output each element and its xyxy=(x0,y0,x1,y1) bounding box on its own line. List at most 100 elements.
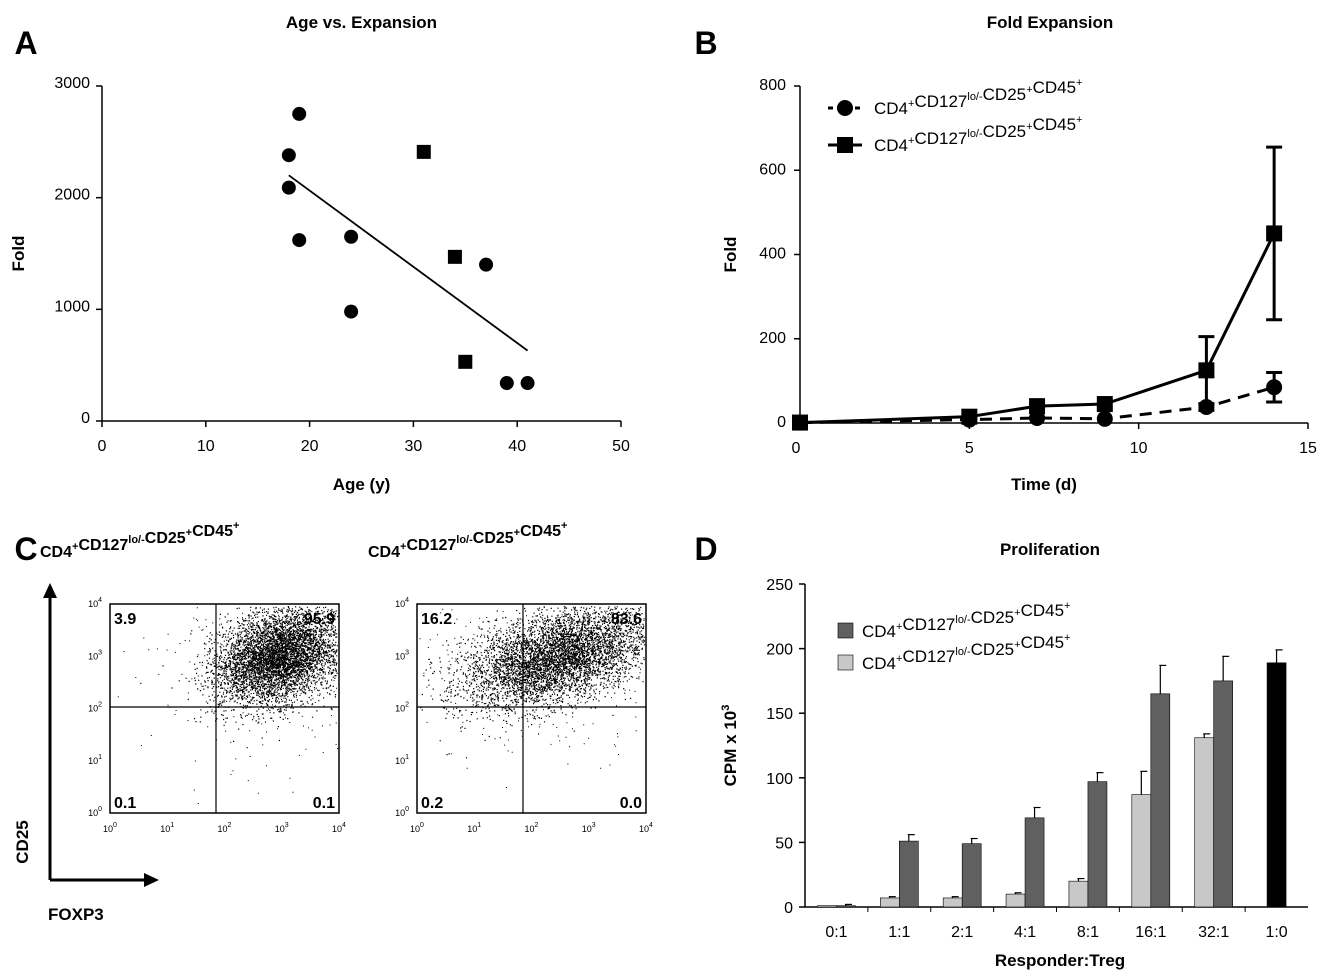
chart-a-y-tick-label: 0 xyxy=(81,410,90,427)
chart-d-y-tick-label: 50 xyxy=(775,835,793,852)
chart-c-quadrant-ul: 16.2 xyxy=(421,611,452,628)
chart-c-y-tick-label: 100 xyxy=(395,806,409,818)
chart-b-point-square xyxy=(792,414,808,431)
chart-d-x-tick-label: 2:1 xyxy=(951,924,973,941)
chart-b-y-tick-label: 0 xyxy=(777,414,786,431)
chart-c-quadrant-ul: 3.9 xyxy=(114,611,136,628)
chart-c-plot-frame-0 xyxy=(109,603,340,814)
chart-d-bar xyxy=(1131,794,1152,908)
chart-c-quadrant-lr: 0.1 xyxy=(313,795,335,812)
chart-d-y-tick-label: 250 xyxy=(766,577,793,594)
chart-b-x-tick-label: 5 xyxy=(965,440,974,457)
chart-c-x-tick-label: 103 xyxy=(275,822,289,834)
chart-c-quadrant-ur: 95.9 xyxy=(304,611,335,628)
chart-c-quadrant-ll: 0.2 xyxy=(421,795,443,812)
chart-b-y-tick-label: 400 xyxy=(759,246,786,263)
chart-a-point-square xyxy=(458,354,473,369)
chart-d-bar xyxy=(961,843,982,908)
chart-b-legend-label-0: CD4+CD127lo/-CD25+CD45+ xyxy=(874,77,1082,118)
chart-c-x-tick-label: 104 xyxy=(639,822,653,834)
chart-a-x-tick-label: 10 xyxy=(197,438,215,455)
chart-b-point-circle xyxy=(1096,410,1113,427)
chart-a-point-circle xyxy=(292,233,307,248)
chart-c-plot-frame-1 xyxy=(416,603,647,814)
chart-d-bar xyxy=(1068,880,1089,908)
chart-c-x-arrow-head xyxy=(144,873,159,887)
chart-b-legend-marker xyxy=(837,100,853,116)
chart-d-bar xyxy=(1005,893,1026,908)
chart-b-y-tick-label: 200 xyxy=(759,330,786,347)
chart-c-quadrant-lr: 0.0 xyxy=(620,795,642,812)
panel-label-c: C xyxy=(14,531,37,567)
chart-a-y-tick-label: 3000 xyxy=(54,75,90,92)
chart-b-y-tick-label: 600 xyxy=(759,161,786,178)
chart-d-y-tick-label: 100 xyxy=(766,771,793,788)
chart-d-bar xyxy=(942,897,963,908)
chart-d-legend-swatch xyxy=(837,622,854,639)
chart-d-bar xyxy=(1150,693,1171,908)
chart-a-point-circle xyxy=(344,304,359,319)
chart-d-y-tick-label: 150 xyxy=(766,706,793,723)
chart-d-bar xyxy=(817,905,837,908)
chart-a-point-circle xyxy=(479,257,494,272)
chart-c-dots-1 xyxy=(419,606,646,788)
chart-c-y-arrow-head xyxy=(43,583,57,598)
chart-a-point-circle xyxy=(292,106,307,121)
chart-b-y-tick-label: 800 xyxy=(759,77,786,94)
chart-d-x-tick-label: 8:1 xyxy=(1077,924,1099,941)
chart-d-bar xyxy=(836,905,856,908)
chart-a-point-circle xyxy=(344,229,359,244)
chart-d-legend-swatch xyxy=(837,654,854,671)
chart-d-legend-label-0: CD4+CD127lo/-CD25+CD45+ xyxy=(862,632,1070,673)
chart-a-x-tick-label: 0 xyxy=(98,438,107,455)
panel-label-b: B xyxy=(694,25,717,61)
chart-c-x-tick-label: 100 xyxy=(410,822,424,834)
chart-c-x-label: FOXP3 xyxy=(48,905,104,924)
chart-c-quadrant-ur: 83.6 xyxy=(611,611,642,628)
chart-c-x-tick-label: 103 xyxy=(582,822,596,834)
chart-d-x-tick-label: 1:1 xyxy=(888,924,910,941)
panel-label-a: A xyxy=(14,25,37,61)
chart-c-y-label: CD25 xyxy=(13,820,32,863)
chart-a-title: Age vs. Expansion xyxy=(286,13,437,32)
chart-b-x-tick-label: 0 xyxy=(792,440,801,457)
chart-b-x-label: Time (d) xyxy=(1011,475,1077,494)
chart-b-point-square xyxy=(961,408,978,425)
chart-a-x-tick-label: 40 xyxy=(508,438,526,455)
chart-d-x-tick-label: 0:1 xyxy=(825,924,847,941)
chart-d-bar xyxy=(1213,680,1233,908)
chart-a-x-tick-label: 30 xyxy=(405,438,423,455)
chart-d-bar xyxy=(1266,662,1287,908)
chart-d-bar xyxy=(1024,817,1045,908)
chart-d-y-tick-label: 200 xyxy=(766,642,793,659)
chart-a-point-square xyxy=(447,249,462,264)
chart-d-bar xyxy=(899,840,919,908)
chart-a-y-label: Fold xyxy=(9,236,28,272)
chart-b-point-square xyxy=(1266,225,1283,242)
chart-b-point-square xyxy=(1029,398,1046,415)
chart-b-point-square xyxy=(1198,362,1215,379)
chart-d-x-label: Responder:Treg xyxy=(995,951,1125,970)
chart-c-x-tick-label: 104 xyxy=(332,822,346,834)
chart-c-quadrant-ll: 0.1 xyxy=(114,795,136,812)
chart-d-x-tick-label: 1:0 xyxy=(1265,924,1287,941)
chart-d-bar xyxy=(1087,781,1108,908)
chart-d-x-tick-label: 32:1 xyxy=(1198,924,1229,941)
chart-c-dot-path xyxy=(419,606,646,788)
chart-a-x-tick-label: 50 xyxy=(612,438,630,455)
chart-b-point-circle xyxy=(1266,379,1283,396)
chart-a-x-label: Age (y) xyxy=(333,475,391,494)
chart-c-y-tick-label: 104 xyxy=(395,597,409,609)
chart-a-point-circle xyxy=(281,148,296,163)
chart-a-point-circle xyxy=(520,376,535,391)
chart-a-point-square xyxy=(416,144,431,159)
chart-d-y-tick-label: 0 xyxy=(784,900,793,917)
chart-b-point-square xyxy=(1096,396,1113,413)
chart-d-x-tick-label: 16:1 xyxy=(1135,924,1166,941)
chart-c-dots-0 xyxy=(117,606,339,804)
chart-d-legend-label-1: CD4+CD127lo/-CD25+CD45+ xyxy=(862,600,1070,641)
chart-c-x-tick-label: 101 xyxy=(160,822,174,834)
chart-c-x-tick-label: 101 xyxy=(467,822,481,834)
chart-c-x-tick-label: 102 xyxy=(525,822,539,834)
